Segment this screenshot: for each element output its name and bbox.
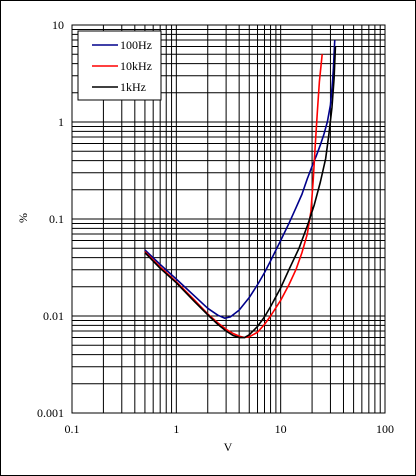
y-tick-label: 1 xyxy=(58,115,64,129)
x-tick-label: 1 xyxy=(173,422,179,436)
legend-label-10khz: 10kHz xyxy=(120,59,152,73)
legend-label-100hz: 100Hz xyxy=(120,38,152,52)
series-layer xyxy=(144,39,337,339)
x-tick-label: 100 xyxy=(376,422,394,436)
y-tick-label: 0.01 xyxy=(43,309,64,323)
legend-box xyxy=(77,30,162,101)
x-tick-labels: 0.1 1 10 100 xyxy=(65,422,395,436)
plot-area-border xyxy=(71,24,386,414)
y-tick-labels: 0.001 0.01 0.1 1 10 xyxy=(37,18,64,420)
y-tick-label: 10 xyxy=(52,18,64,32)
y-tick-label: 0.001 xyxy=(37,406,64,420)
legend-label-1khz: 1kHz xyxy=(120,80,146,94)
y-tick-label: 0.1 xyxy=(49,212,64,226)
chart-legend: 100Hz 10kHz 1kHz xyxy=(77,30,162,101)
series-line-100hz xyxy=(144,39,336,319)
x-axis-label: V xyxy=(224,440,233,454)
x-tick-label: 0.1 xyxy=(65,422,80,436)
x-tick-label: 10 xyxy=(275,422,287,436)
series-line-1khz xyxy=(144,46,337,339)
y-axis-label: % xyxy=(16,213,30,223)
